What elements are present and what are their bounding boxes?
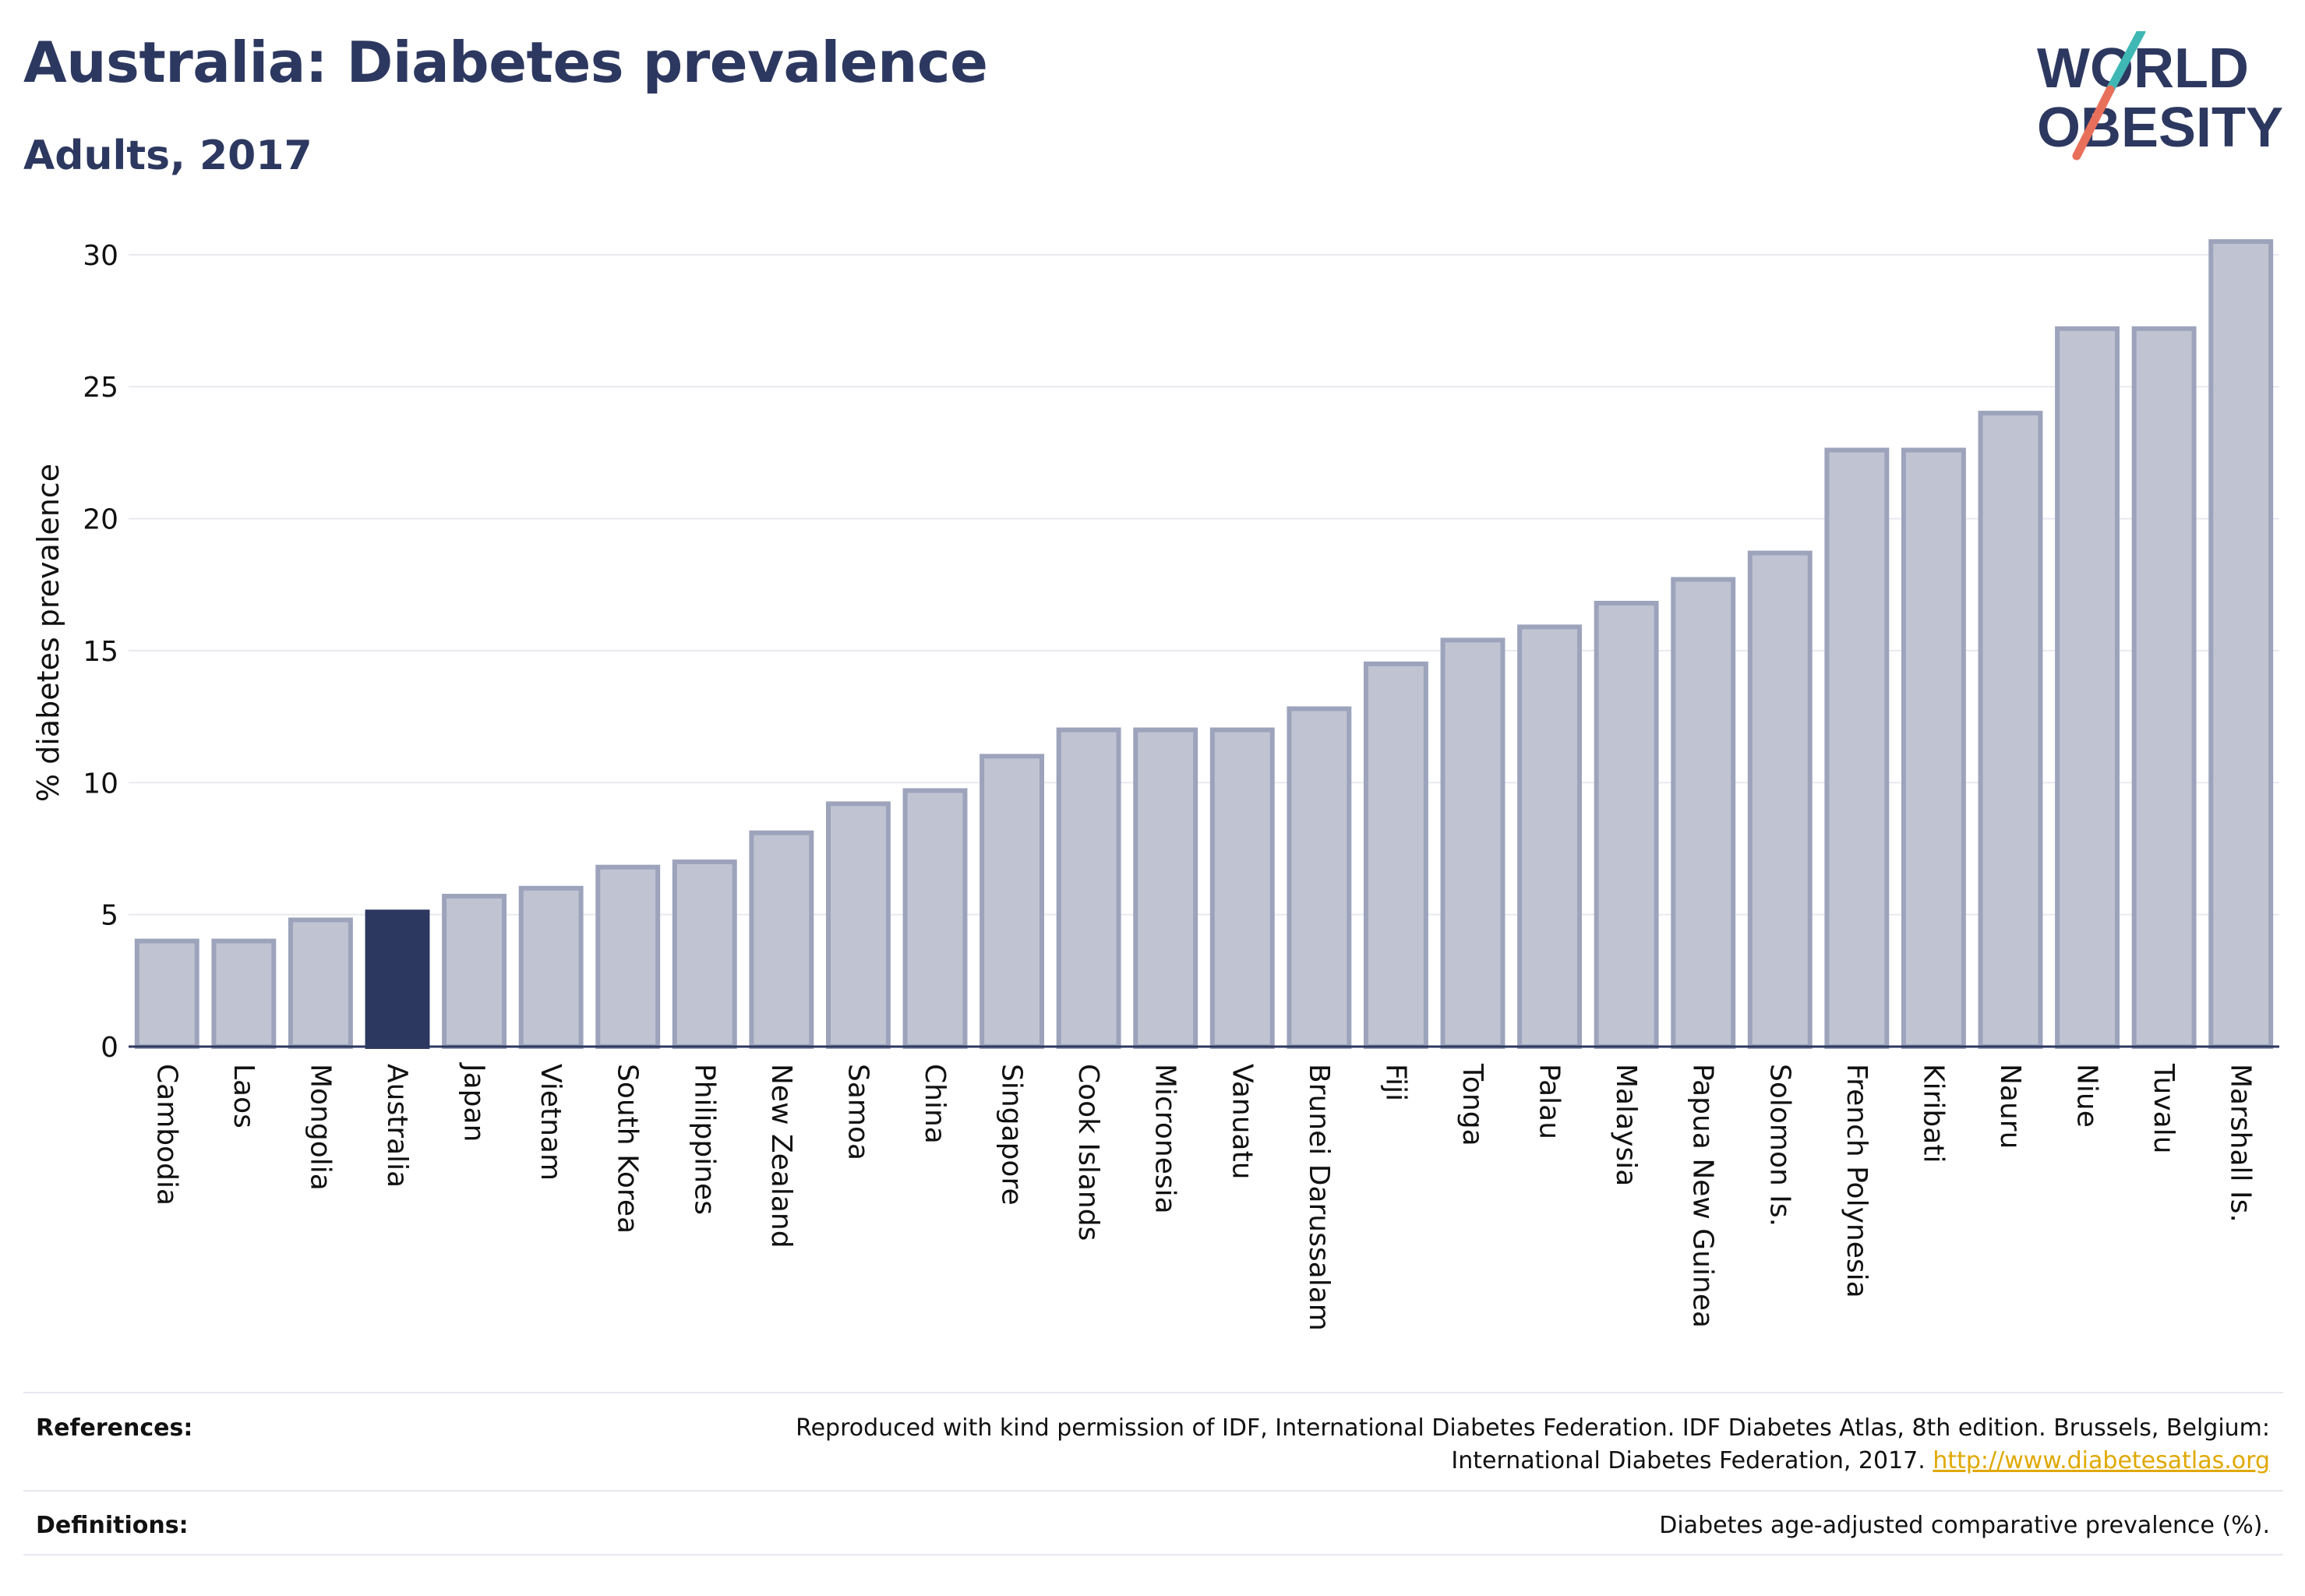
x-tick-label: South Korea [612,1064,644,1234]
y-tick-labels: 0 5 10 15 20 25 30 [83,240,118,1064]
bar-tuvalu [2131,326,2197,1050]
bar-fiji [1363,661,1428,1049]
chart-title: Australia: Diabetes prevalence [23,30,988,95]
x-tick-label: Cook Islands [1072,1064,1104,1241]
x-tick-label: Australia [381,1064,413,1188]
logo-slash-teal-icon [2106,31,2146,94]
bar-japan [442,893,507,1049]
bar-micronesia [1133,727,1198,1049]
references-line-2: International Diabetes Federation, 2017.… [796,1445,2270,1478]
bar-cook-islands [1056,727,1121,1049]
x-tick-label: Solomon Is. [1763,1064,1795,1227]
bar-mongolia [288,917,353,1049]
x-tick-label: Samoa [842,1064,874,1160]
references-label: References: [36,1414,193,1442]
x-tick-label: Marshall Is. [2225,1064,2257,1223]
references-line-1: Reproduced with kind permission of IDF, … [796,1414,2270,1442]
footer-divider-bottom [23,1554,2283,1555]
bar-french-polynesia [1824,447,1890,1049]
x-tick-label: Niue [2071,1064,2103,1128]
bars-layer [134,238,2274,1050]
x-tick-label: Tuvalu [2148,1063,2180,1154]
footer-divider-middle [23,1490,2283,1492]
bar-singapore [980,754,1045,1050]
bar-philippines [672,859,737,1049]
bar-kiribati [1901,447,1966,1049]
x-tick-label: Malaysia [1610,1064,1642,1186]
bar-marshall-is [2208,238,2274,1050]
bar-nauru [1978,411,2043,1049]
x-tick-label: Philippines [688,1064,720,1215]
y-tick-label: 5 [101,900,118,932]
bar-new-zealand [749,830,814,1049]
bar-samoa [825,801,891,1049]
bar-palau [1517,624,1583,1049]
references-line-2-text: International Diabetes Federation, 2017. [1451,1447,1926,1474]
bar-vietnam [518,885,584,1049]
y-tick-label: 20 [83,504,118,536]
y-tick-label: 25 [83,372,118,404]
x-tick-label: Laos [228,1064,259,1128]
x-tick-label: China [919,1064,951,1144]
logo-line-1: WORLD [2037,37,2249,100]
bar-cambodia [134,938,199,1049]
x-tick-label: Palau [1534,1064,1565,1139]
definitions-text: Diabetes age-adjusted comparative preval… [1659,1512,2270,1539]
x-tick-label: New Zealand [765,1064,797,1248]
world-obesity-logo: WORLD OBESITY [2037,31,2283,161]
bar-malaysia [1594,600,1659,1049]
bar-niue [2055,326,2120,1050]
bar-chart: 0 5 10 15 20 25 30 Cambodia Laos Mongolia Austral… [31,238,2279,1331]
y-tick-label: 10 [83,768,118,800]
x-tick-label: Cambodia [150,1064,182,1206]
x-tick-label: Tonga [1456,1063,1488,1146]
y-axis-label: % diabetes prevalence [31,464,65,802]
x-tick-label: Fiji [1379,1064,1411,1101]
bar-south-korea [595,864,661,1049]
x-tick-label: Papua New Guinea [1687,1064,1719,1328]
chart-subtitle: Adults, 2017 [23,132,312,179]
bar-australia [365,909,430,1049]
x-tick-label: Japan [458,1062,490,1142]
x-tick-label: Nauru [1994,1064,2026,1149]
definitions-label: Definitions: [36,1512,189,1539]
footer-divider-top [23,1392,2283,1393]
y-tick-label: 0 [101,1032,118,1064]
x-tick-label: Vanuatu [1226,1064,1258,1180]
x-tick-label: Vietnam [535,1064,567,1181]
diabetes-atlas-link[interactable]: http://www.diabetesatlas.org [1933,1447,2270,1474]
x-tick-label: French Polynesia [1841,1064,1873,1298]
bar-vanuatu [1209,727,1275,1049]
bar-solomon-is [1747,550,1813,1049]
x-tick-label: Micronesia [1149,1064,1181,1214]
x-tick-label: Singapore [996,1064,1028,1206]
bar-tonga [1440,637,1505,1049]
x-tick-labels: Cambodia Laos Mongolia Australia Japan Vietna… [150,1062,2256,1331]
bar-brunei-darussalam [1287,706,1352,1049]
y-tick-label: 15 [83,636,118,668]
logo-slash-coral-icon [2072,85,2115,161]
x-tick-label: Mongolia [304,1064,336,1191]
x-tick-label: Brunei Darussalam [1303,1064,1335,1331]
x-tick-label: Kiribati [1917,1064,1949,1163]
bar-china [902,788,968,1049]
bar-papua-new-guinea [1671,577,1736,1049]
references-text: Reproduced with kind permission of IDF, … [796,1412,2270,1478]
bar-laos [211,938,277,1049]
y-tick-label: 30 [83,240,118,272]
